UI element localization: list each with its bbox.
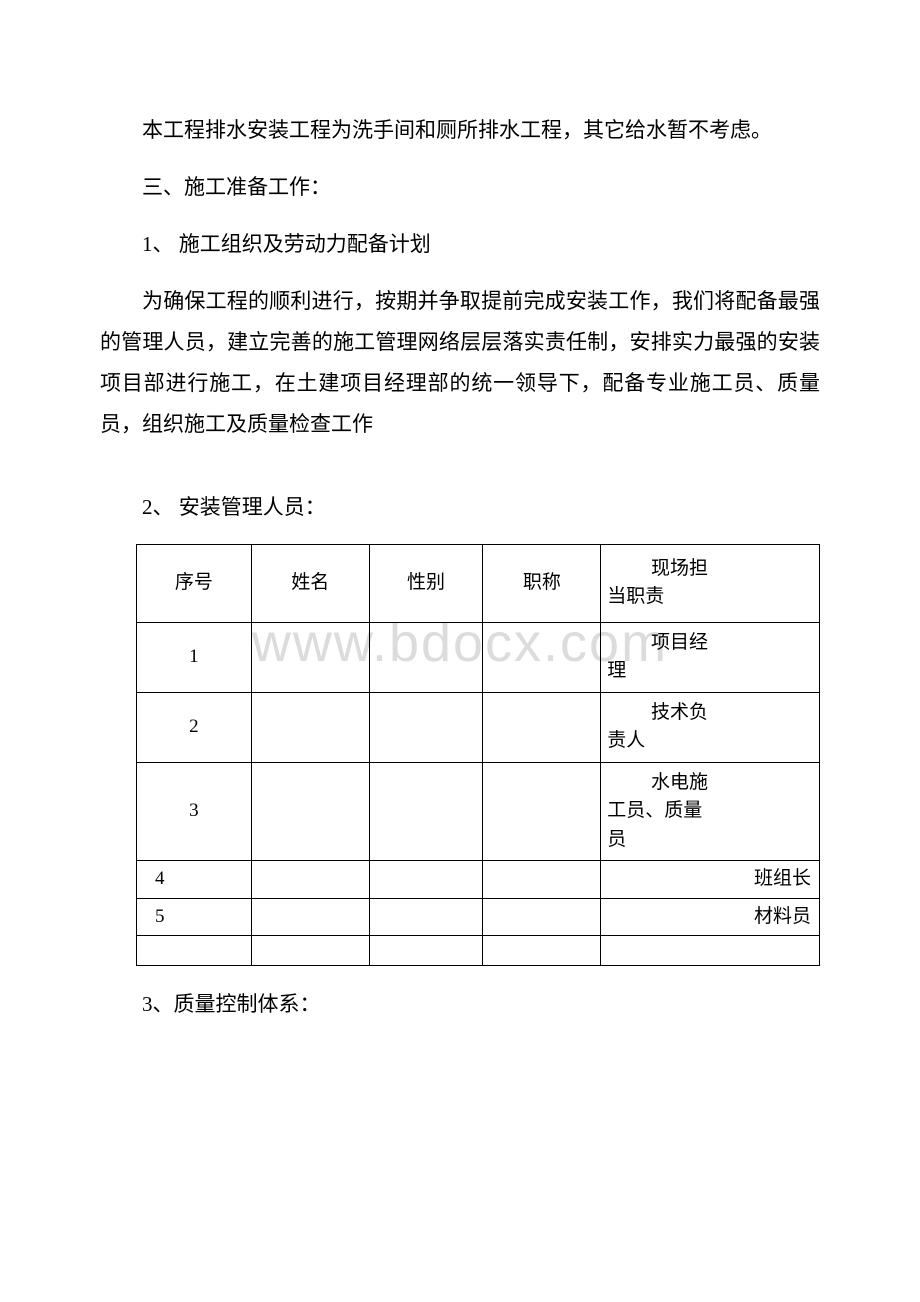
heading-item-1: 1、 施工组织及劳动力配备计划 — [100, 224, 820, 265]
cell-title — [483, 936, 601, 966]
cell-duty: 班组长 — [601, 861, 820, 899]
cell-name — [251, 936, 369, 966]
cell-duty: 技术负责人 — [601, 692, 820, 762]
cell-duty — [601, 936, 820, 966]
header-name: 姓名 — [251, 544, 369, 622]
cell-duty: 水电施工员、质量员 — [601, 762, 820, 861]
cell-gender — [369, 898, 483, 936]
cell-seq: 2 — [137, 692, 252, 762]
header-gender: 性别 — [369, 544, 483, 622]
cell-title — [483, 762, 601, 861]
cell-gender — [369, 762, 483, 861]
heading-item-3: 3、质量控制体系： — [100, 984, 820, 1025]
table-row: 4 班组长 — [137, 861, 820, 899]
heading-section-3: 三、施工准备工作： — [100, 167, 820, 208]
cell-gender — [369, 861, 483, 899]
cell-seq: 5 — [137, 898, 252, 936]
cell-seq: 4 — [137, 861, 252, 899]
paragraph-plan: 为确保工程的顺利进行，按期并争取提前完成安装工作，我们将配备最强的管理人员，建立… — [100, 281, 820, 445]
cell-seq: 3 — [137, 762, 252, 861]
cell-gender — [369, 936, 483, 966]
table-row: 1 项目经理 — [137, 622, 820, 692]
table-row: 2 技术负责人 — [137, 692, 820, 762]
table-row: 5 材料员 — [137, 898, 820, 936]
header-duty: 现场担当职责 — [601, 544, 820, 622]
header-seq: 序号 — [137, 544, 252, 622]
cell-gender — [369, 692, 483, 762]
cell-name — [251, 762, 369, 861]
cell-title — [483, 622, 601, 692]
cell-title — [483, 692, 601, 762]
document-content: 本工程排水安装工程为洗手间和厕所排水工程，其它给水暂不考虑。 三、施工准备工作：… — [100, 110, 820, 1025]
cell-gender — [369, 622, 483, 692]
cell-name — [251, 692, 369, 762]
cell-duty: 材料员 — [601, 898, 820, 936]
cell-seq: 1 — [137, 622, 252, 692]
cell-name — [251, 861, 369, 899]
cell-title — [483, 861, 601, 899]
cell-title — [483, 898, 601, 936]
paragraph-intro: 本工程排水安装工程为洗手间和厕所排水工程，其它给水暂不考虑。 — [100, 110, 820, 151]
cell-seq — [137, 936, 252, 966]
heading-item-2: 2、 安装管理人员： — [100, 487, 820, 528]
table-header-row: 序号 姓名 性别 职称 现场担当职责 — [137, 544, 820, 622]
header-title: 职称 — [483, 544, 601, 622]
cell-duty: 项目经理 — [601, 622, 820, 692]
cell-name — [251, 622, 369, 692]
table-row — [137, 936, 820, 966]
personnel-table: 序号 姓名 性别 职称 现场担当职责 1 项目经理 2 技术负责人 — [136, 544, 820, 967]
table-row: 3 水电施工员、质量员 — [137, 762, 820, 861]
cell-name — [251, 898, 369, 936]
